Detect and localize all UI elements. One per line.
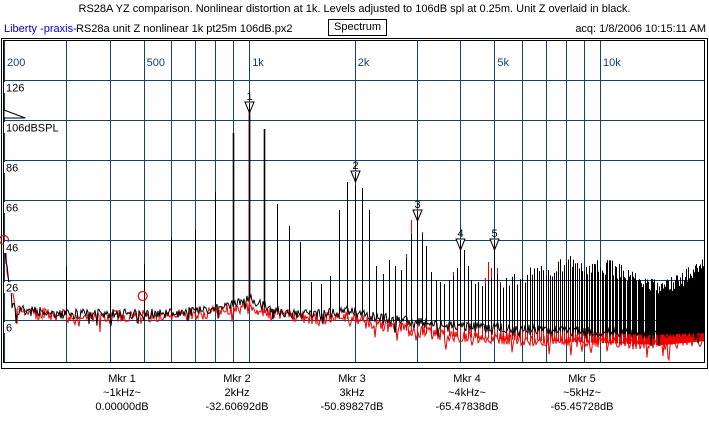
x-tick-label: 2k <box>358 57 370 69</box>
marker-name: Mkr 5 <box>568 373 596 385</box>
marker-value: -32.60692dB <box>205 401 269 413</box>
marker-frequency: ~1kHz~ <box>103 387 141 399</box>
trace-unit-Z-black-overlay <box>3 112 705 347</box>
x-tick-label: 10k <box>603 57 621 69</box>
marker-value: -50.89827dB <box>320 401 384 413</box>
y-tick-label: 26 <box>6 283 18 295</box>
marker-name: Mkr 1 <box>108 373 136 385</box>
axis-labels: 126 106dBSPL 86 66 46 26 6 200 500 1k 2k 5k 10k <box>4 57 621 335</box>
marker-column-4: Mkr 4 ~4kHz~ -65.47838dB <box>407 372 527 414</box>
marker-name: Mkr 2 <box>223 373 251 385</box>
marker-number: 2 <box>352 160 358 172</box>
plot-annotations <box>0 109 148 302</box>
marker-frequency: 2kHz <box>224 387 250 399</box>
acquired-timestamp: acq: 1/8/2006 10:15:11 AM <box>575 23 706 35</box>
y-tick-label: 86 <box>6 163 18 175</box>
marker-value: -65.47838dB <box>435 401 499 413</box>
marker-value: 0.00000dB <box>95 401 149 413</box>
marker-number: 4 <box>457 228 463 240</box>
marker-number: 5 <box>491 228 497 240</box>
plot-frame <box>1 38 708 369</box>
marker-name: Mkr 4 <box>453 373 481 385</box>
marker-number: 3 <box>414 199 420 211</box>
marker-column-5: Mkr 5 ~5kHz~ -65.45728dB <box>522 372 642 414</box>
spectrum-mode-button[interactable]: Spectrum <box>328 19 388 36</box>
y-tick-label: 6 <box>6 323 12 335</box>
filename-label: RS28a unit Z nonlinear 1k pt25m 106dB.px… <box>76 23 293 35</box>
y-tick-label: 46 <box>6 243 18 255</box>
marker-column-1: Mkr 1 ~1kHz~ 0.00000dB <box>62 372 182 414</box>
harmonic-markers: 1 2 3 4 5 <box>244 91 500 252</box>
y-tick-label: 66 <box>6 203 18 215</box>
x-tick-label: 1k <box>252 57 264 69</box>
marker-column-2: Mkr 2 2kHz -32.60692dB <box>177 372 297 414</box>
marker-number: 1 <box>246 91 252 103</box>
x-tick-label: 200 <box>7 57 25 69</box>
x-tick-label: 500 <box>147 57 165 69</box>
marker-name: Mkr 3 <box>338 373 366 385</box>
brand-label: Liberty -praxis- <box>4 23 77 35</box>
marker-frequency: ~4kHz~ <box>448 387 486 399</box>
marker-frequency: 3kHz <box>339 387 365 399</box>
marker-column-3: Mkr 3 3kHz -50.89827dB <box>292 372 412 414</box>
page-title: RS28A YZ comparison. Nonlinear distortio… <box>78 3 631 15</box>
y-tick-label: 106dBSPL <box>6 123 59 135</box>
red-circle-marker <box>137 290 148 302</box>
marker-value: -65.45728dB <box>550 401 614 413</box>
marker-frequency: ~5kHz~ <box>563 387 601 399</box>
x-tick-label: 5k <box>497 57 509 69</box>
level-indicator-wedge <box>3 109 26 119</box>
y-tick-label: 126 <box>6 83 24 95</box>
